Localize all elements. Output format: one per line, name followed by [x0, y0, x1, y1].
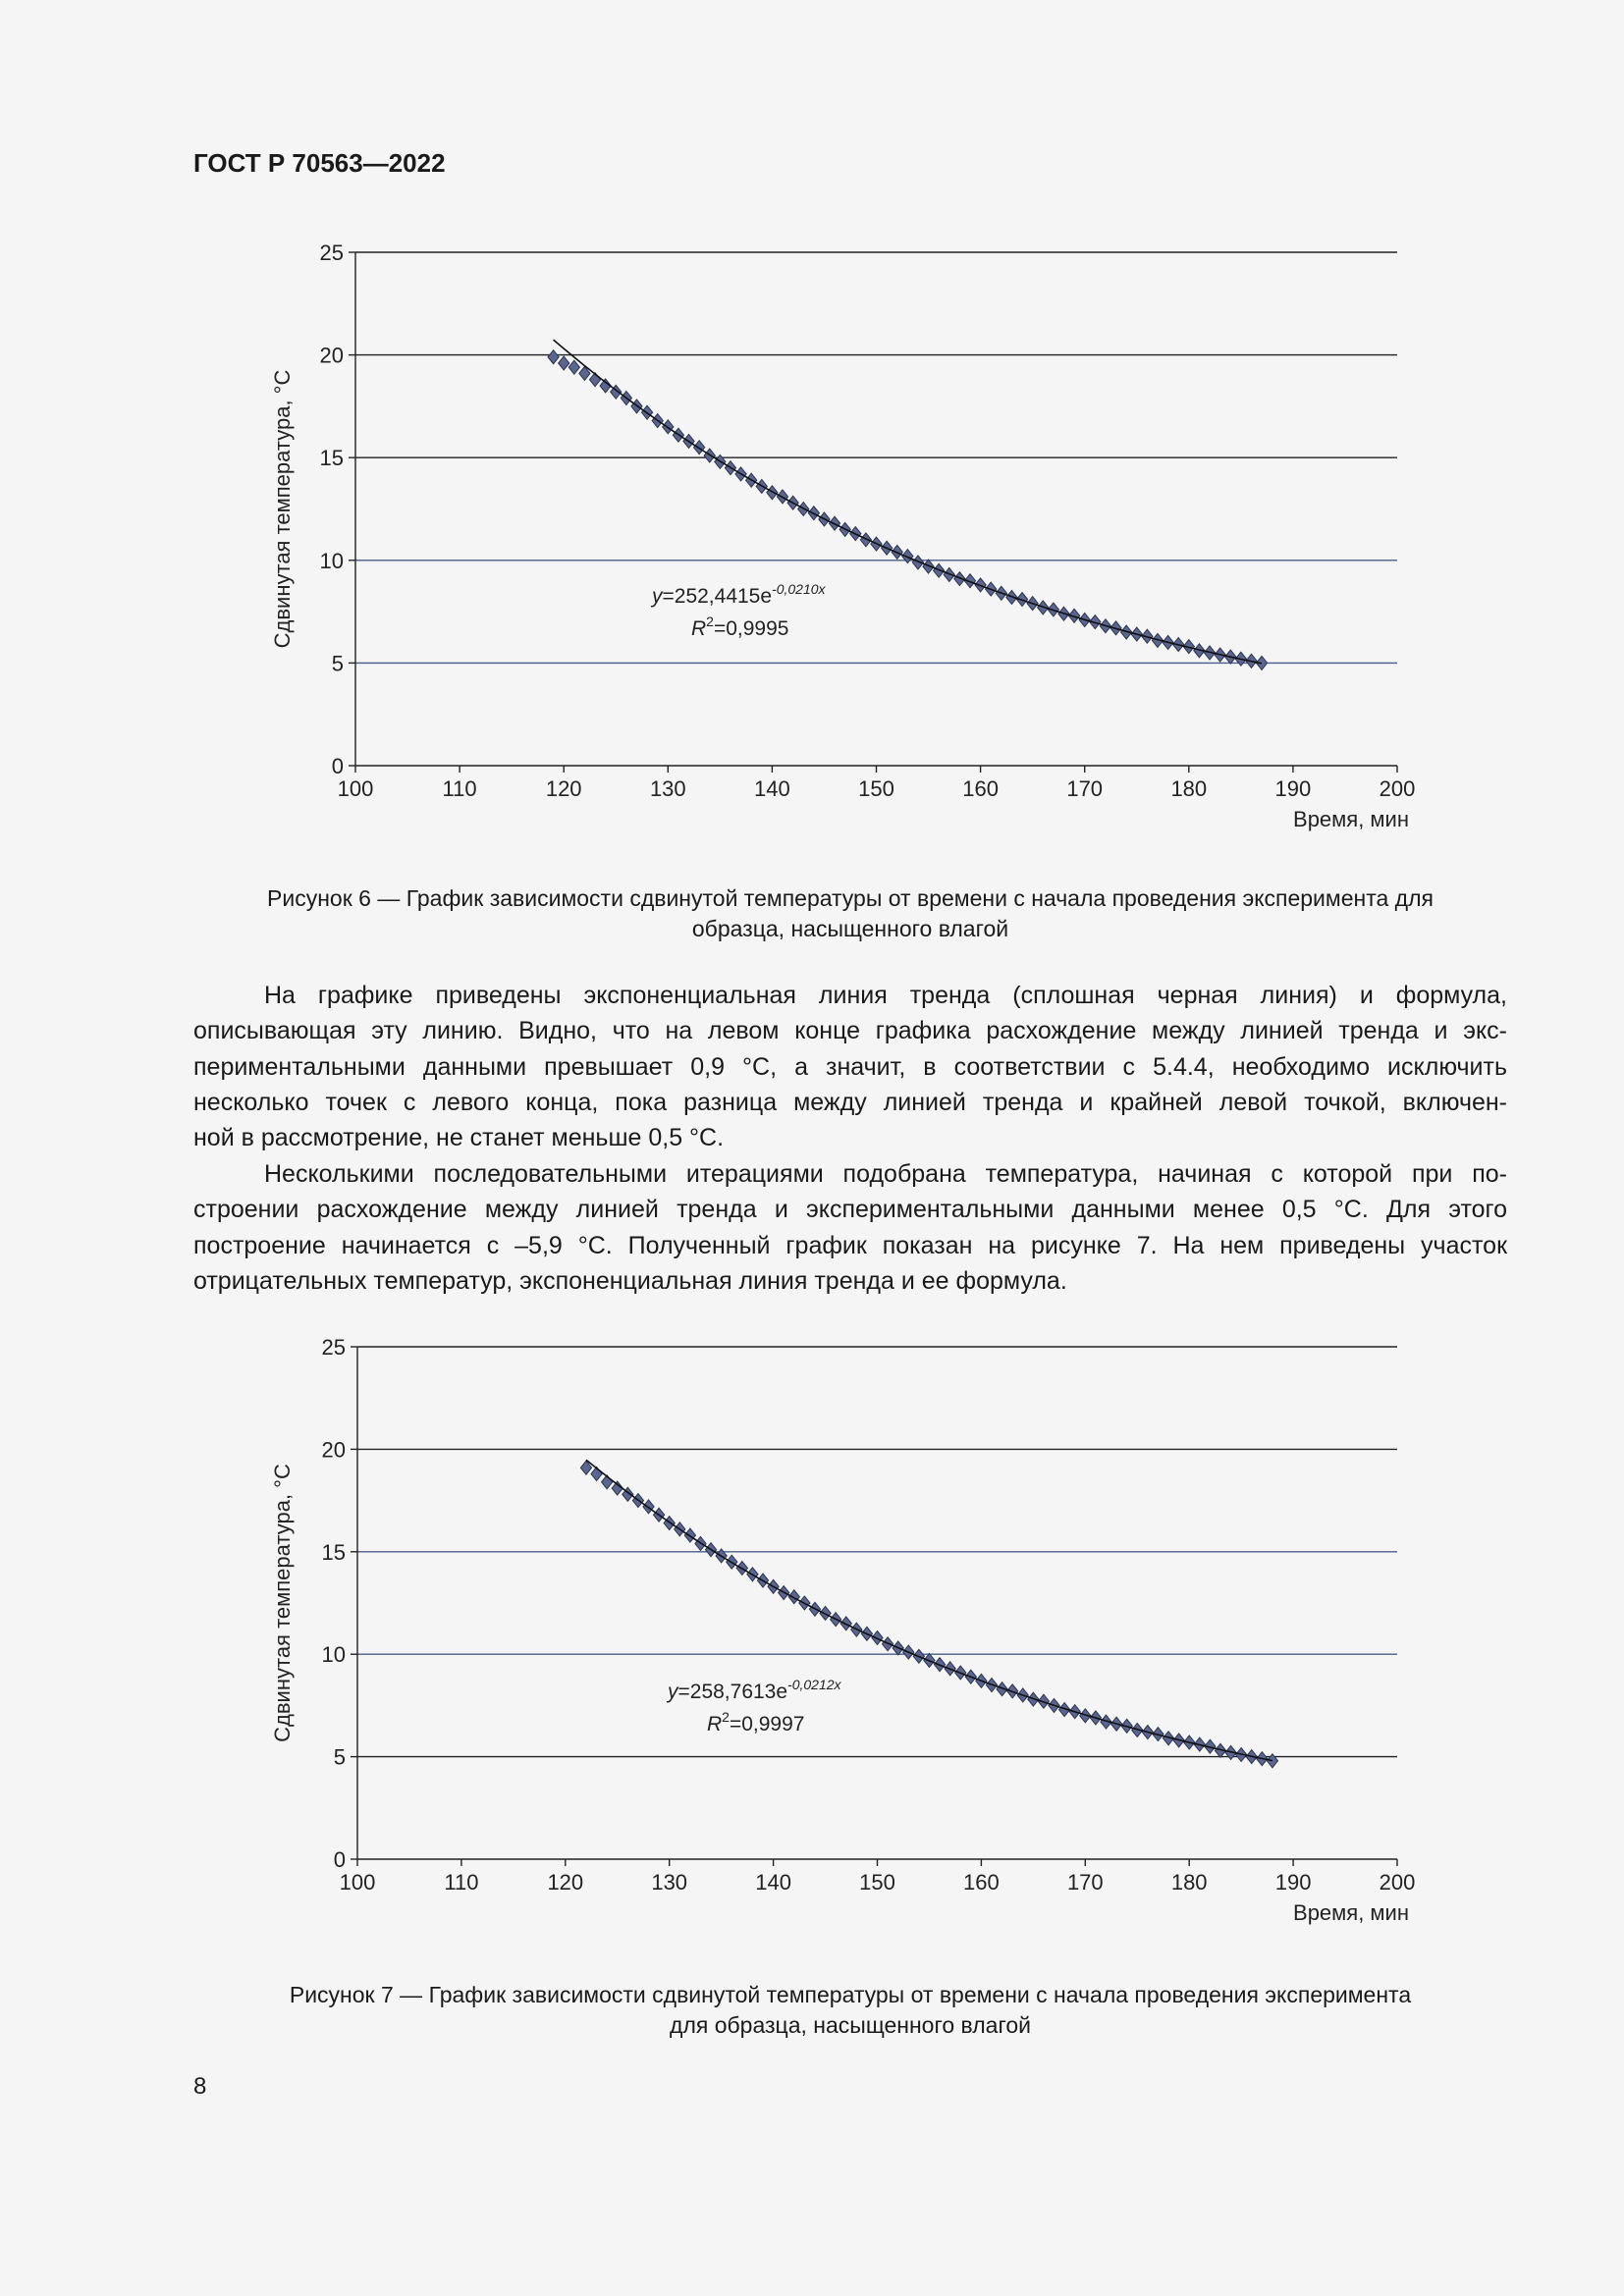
y-axis-label: Сдвинутая температура, °С [270, 370, 295, 649]
caption-line: Рисунок 7 — График зависимости сдвинутой… [289, 1982, 1412, 2007]
x-tick-label: 170 [1067, 1870, 1104, 1895]
data-point [1089, 614, 1102, 630]
x-tick-label: 180 [1171, 1870, 1208, 1895]
y-tick-label: 0 [334, 1847, 346, 1872]
text-line: отрицательных температур, экспоненциальн… [193, 1266, 1067, 1295]
text-line: описывающая эту линию. Видно, что на лев… [193, 1017, 1507, 1045]
data-point [1204, 1738, 1217, 1754]
y-tick-label: 15 [322, 1540, 346, 1565]
figure-7-caption: Рисунок 7 — График зависимости сдвинутой… [193, 1980, 1507, 2041]
paragraph-1: На графике приведены экспоненциальная ли… [193, 978, 1507, 1155]
x-tick-label: 140 [754, 776, 790, 801]
figure-7-chart: 0 5 10 15 20 25 100 110 120 130 140 150 160 170 180 190… [270, 1335, 1416, 1925]
r-squared-label: R2=0,9997 [707, 1709, 804, 1735]
data-point [557, 355, 570, 371]
r-squared-label: R2=0,9995 [691, 614, 788, 640]
data-point [787, 1588, 801, 1605]
x-axis-label: Время, мин [1293, 1900, 1409, 1925]
x-tick-label: 120 [547, 1870, 583, 1895]
x-tick-label: 200 [1380, 776, 1416, 801]
caption-line: Рисунок 6 — График зависимости сдвинутой… [267, 885, 1434, 911]
data-point [611, 1480, 623, 1496]
text-line: На графике приведены экспоненциальная ли… [264, 982, 1507, 1009]
data-point [568, 359, 581, 375]
x-tick-label: 120 [546, 776, 582, 801]
x-tick-label: 150 [859, 1870, 895, 1895]
caption-line: образца, насыщенного влагой [691, 916, 1009, 941]
caption-line: для образца, насыщенного влагой [670, 2012, 1031, 2038]
page-number: 8 [193, 2073, 207, 2100]
x-tick-label: 180 [1170, 776, 1207, 801]
y-tick-label: 25 [322, 1335, 346, 1360]
data-point [766, 484, 779, 501]
data-point [622, 1486, 634, 1503]
x-tick-label: 160 [962, 776, 999, 801]
document-header: ГОСТ Р 70563—2022 [193, 148, 446, 178]
x-tick-label: 140 [755, 1870, 791, 1895]
text-line: ной в рассмотрение, не станет меньше 0,5… [193, 1124, 725, 1152]
figure-6-caption: Рисунок 6 — График зависимости сдвинутой… [193, 883, 1507, 944]
data-point [1067, 608, 1081, 624]
x-tick-label: 150 [858, 776, 894, 801]
data-point [963, 572, 977, 589]
trendline-equation: y=252,4415e-0,0210x [650, 581, 827, 608]
trendline [553, 339, 1263, 665]
text-line: Несколькими последовательными итерациями… [264, 1160, 1507, 1188]
data-point [579, 1460, 593, 1475]
text-line: несколько точек с левого конца, пока раз… [193, 1088, 1507, 1116]
text-line: периментальными данными превышает 0,9 °С… [193, 1052, 1507, 1081]
x-tick-label: 200 [1380, 1870, 1416, 1895]
data-point [599, 378, 612, 394]
x-tick-label: 100 [340, 1870, 376, 1895]
x-tick-label: 170 [1066, 776, 1103, 801]
trendline-equation: y=258,7613e-0,0212x [666, 1677, 842, 1703]
x-tick-label: 110 [443, 776, 477, 801]
y-tick-label: 25 [320, 240, 344, 265]
y-tick-label: 0 [332, 754, 344, 778]
figure-6-chart: 0 5 10 15 20 25 100 110 120 130 140 150 160 170 180 190… [270, 240, 1416, 831]
x-tick-label: 100 [338, 776, 374, 801]
x-tick-label: 190 [1275, 1870, 1312, 1895]
y-tick-label: 10 [322, 1642, 346, 1667]
y-tick-label: 10 [320, 549, 344, 573]
text-line: строении расхождение между линией тренда… [193, 1196, 1507, 1224]
y-tick-label: 15 [320, 446, 344, 470]
y-tick-label: 5 [334, 1745, 346, 1770]
y-tick-label: 20 [320, 344, 344, 368]
y-axis-label: Сдвинутая температура, °С [270, 1464, 295, 1742]
x-tick-label: 110 [444, 1870, 478, 1895]
x-tick-label: 130 [651, 1870, 687, 1895]
y-tick-label: 5 [332, 651, 344, 675]
trendline [585, 1459, 1273, 1762]
x-tick-label: 190 [1275, 776, 1312, 801]
data-point [578, 365, 591, 382]
text-line: построение начинается с –5,9 °С. Получен… [193, 1231, 1507, 1259]
data-point [1182, 638, 1196, 655]
x-axis-label: Время, мин [1293, 807, 1409, 831]
data-point [1266, 1752, 1279, 1769]
x-tick-label: 130 [650, 776, 686, 801]
paragraph-2: Несколькими последовательными итерациями… [193, 1156, 1507, 1299]
y-tick-label: 20 [322, 1437, 346, 1462]
x-tick-label: 160 [963, 1870, 1000, 1895]
data-point [547, 348, 560, 365]
data-point [901, 548, 914, 564]
